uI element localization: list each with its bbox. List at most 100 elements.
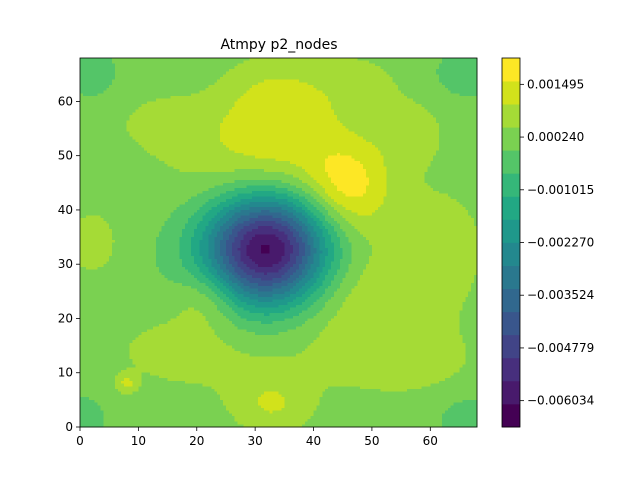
contour-cell: [161, 76, 166, 81]
contour-cell: [450, 66, 455, 70]
contour-cell: [91, 74, 96, 78]
contour-cell: [179, 68, 183, 73]
contour-cell: [88, 60, 93, 65]
contour-cell: [406, 87, 411, 92]
contour-cell: [322, 85, 326, 89]
contour-cell: [182, 68, 186, 73]
contour-cell: [328, 60, 332, 65]
contour-cell: [284, 85, 288, 89]
contour-cell: [190, 63, 195, 67]
contour-cell: [336, 87, 341, 92]
contour-cell: [217, 58, 221, 62]
contour-cell: [351, 85, 355, 89]
contour-cell: [418, 71, 423, 75]
contour-cell: [354, 60, 358, 65]
contour-cell: [444, 79, 449, 84]
contour-cell: [100, 58, 104, 62]
contour-cell: [263, 74, 268, 78]
contour-cell: [342, 66, 347, 70]
contour-cell: [217, 60, 221, 65]
contour-cell: [366, 85, 370, 89]
contour-cell: [436, 82, 440, 86]
contour-cell: [316, 82, 320, 86]
contour-cell: [415, 82, 420, 86]
contour-cell: [214, 87, 218, 92]
contour-cell: [170, 82, 175, 86]
contour-cell: [310, 87, 315, 92]
contour-cell: [301, 82, 306, 86]
contour-cell: [199, 87, 204, 92]
contour-cell: [345, 87, 350, 92]
contour-cell: [260, 74, 265, 78]
contour-cell: [439, 58, 443, 62]
contour-cell: [287, 82, 291, 86]
contour-cell: [176, 87, 180, 92]
contour-cell: [342, 58, 347, 62]
contour-cell: [103, 66, 107, 70]
contour-cell: [208, 79, 212, 84]
contour-cell: [401, 58, 405, 62]
contour-cell: [395, 82, 399, 86]
contour-cell: [269, 87, 274, 92]
contour-cell: [322, 66, 326, 70]
contour-cell: [430, 63, 434, 67]
contour-cell: [421, 82, 426, 86]
contour-cell: [176, 85, 180, 89]
contour-cell: [152, 76, 157, 81]
contour-cell: [138, 66, 142, 70]
contour-cell: [97, 76, 102, 81]
contour-cell: [275, 74, 280, 78]
contour-cell: [366, 87, 370, 92]
contour-cell: [357, 87, 361, 92]
contour-cell: [240, 82, 245, 86]
contour-cell: [310, 71, 315, 75]
contour-cell: [444, 85, 449, 89]
contour-cell: [322, 63, 326, 67]
contour-cell: [240, 71, 245, 75]
contour-cell: [424, 68, 428, 73]
contour-cell: [310, 66, 315, 70]
contour-cell: [313, 79, 318, 84]
contour-cell: [465, 66, 469, 70]
contour-cell: [430, 58, 434, 62]
contour-cell: [441, 74, 446, 78]
contour-cell: [404, 87, 408, 92]
contour-cell: [205, 79, 210, 84]
contour-cell: [447, 74, 452, 78]
contour-cell: [328, 87, 332, 92]
contour-cell: [220, 58, 224, 62]
contour-cell: [436, 66, 440, 70]
contour-cell: [459, 71, 464, 75]
contour-cell: [243, 87, 247, 92]
contour-cell: [138, 60, 142, 65]
contour-cell: [231, 79, 236, 84]
contour-cell: [351, 79, 355, 84]
contour-cell: [418, 82, 423, 86]
contour-cell: [88, 82, 93, 86]
contour-cell: [103, 82, 107, 86]
contour-cell: [129, 68, 134, 73]
contour-cell: [386, 63, 391, 67]
contour-cell: [374, 85, 379, 89]
contour-cell: [456, 66, 461, 70]
contour-cell: [406, 85, 411, 89]
contour-cell: [301, 87, 306, 92]
contour-cell: [453, 58, 458, 62]
contour-cell: [234, 63, 239, 67]
contour-cell: [164, 66, 169, 70]
contour-cell: [190, 87, 195, 92]
contour-cell: [225, 60, 230, 65]
contour-cell: [296, 71, 300, 75]
contour-cell: [392, 68, 396, 73]
contour-cell: [91, 71, 96, 75]
contour-cell: [123, 87, 128, 92]
contour-cell: [401, 74, 405, 78]
contour-cell: [296, 79, 300, 84]
contour-cell: [401, 79, 405, 84]
contour-cell: [406, 82, 411, 86]
contour-cell: [380, 79, 385, 84]
contour-cell: [182, 76, 186, 81]
contour-cell: [161, 71, 166, 75]
contour-cell: [383, 87, 388, 92]
contour-cell: [94, 85, 99, 89]
